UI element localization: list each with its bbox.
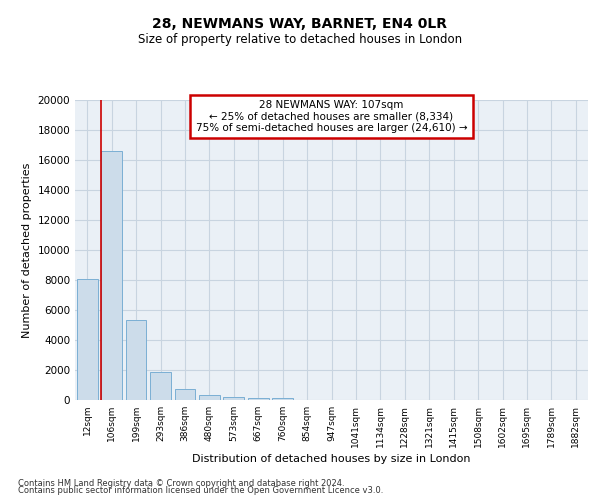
Text: 28, NEWMANS WAY, BARNET, EN4 0LR: 28, NEWMANS WAY, BARNET, EN4 0LR [152, 18, 448, 32]
Text: Contains public sector information licensed under the Open Government Licence v3: Contains public sector information licen… [18, 486, 383, 495]
Text: Contains HM Land Registry data © Crown copyright and database right 2024.: Contains HM Land Registry data © Crown c… [18, 478, 344, 488]
X-axis label: Distribution of detached houses by size in London: Distribution of detached houses by size … [192, 454, 471, 464]
Bar [199, 395, 220, 400]
Bar [150, 372, 171, 400]
Bar [77, 278, 98, 400]
Text: Size of property relative to detached houses in London: Size of property relative to detached ho… [138, 32, 462, 46]
Bar [272, 398, 293, 400]
Bar [125, 320, 146, 400]
Bar [101, 151, 122, 400]
Bar [248, 398, 269, 400]
Bar [223, 397, 244, 400]
Y-axis label: Number of detached properties: Number of detached properties [22, 162, 32, 338]
Bar [175, 389, 196, 400]
Text: 28 NEWMANS WAY: 107sqm
← 25% of detached houses are smaller (8,334)
75% of semi-: 28 NEWMANS WAY: 107sqm ← 25% of detached… [196, 100, 467, 133]
